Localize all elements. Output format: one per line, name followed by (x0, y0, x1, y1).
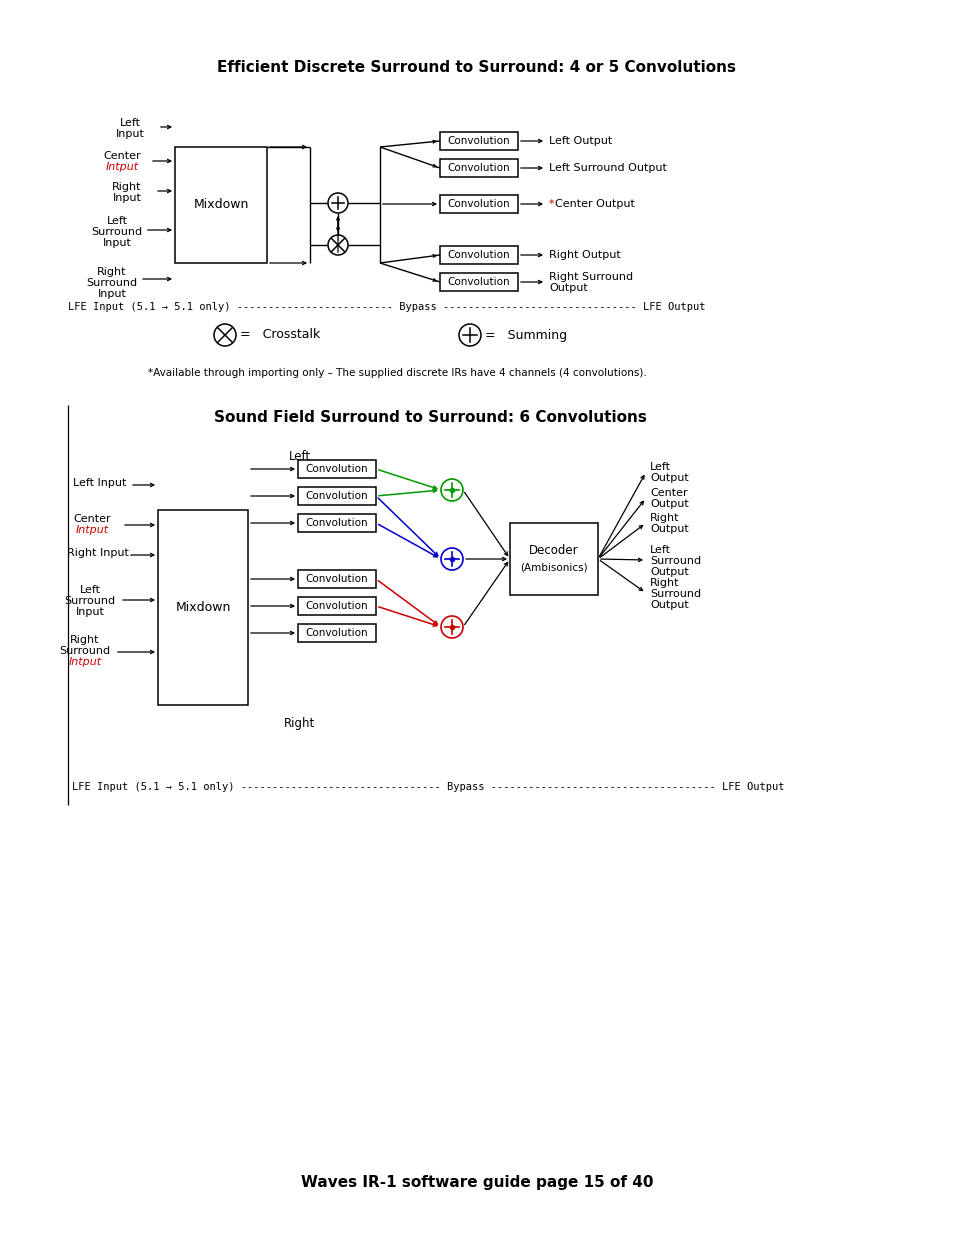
Bar (297, 514, 375, 532)
Text: Convolution: Convolution (305, 517, 368, 529)
Text: Left: Left (107, 216, 128, 226)
Text: Output: Output (649, 600, 688, 610)
Text: Left Output: Left Output (548, 136, 612, 146)
Text: Output: Output (649, 499, 688, 509)
Text: Center Output: Center Output (555, 199, 634, 209)
Text: *: * (548, 199, 554, 209)
Text: Left Surround Output: Left Surround Output (548, 163, 666, 173)
Text: Surround: Surround (649, 589, 700, 599)
Text: Convolution: Convolution (305, 601, 368, 611)
Text: Convolution: Convolution (447, 163, 510, 173)
Text: (Ambisonics): (Ambisonics) (519, 562, 587, 572)
Bar (439, 159, 517, 177)
Text: Surround: Surround (649, 556, 700, 566)
Text: Convolution: Convolution (447, 136, 510, 146)
Text: Output: Output (649, 567, 688, 577)
Bar (439, 132, 517, 149)
Text: Input: Input (112, 193, 141, 203)
Text: Right: Right (112, 182, 142, 191)
Text: Output: Output (649, 524, 688, 534)
Text: Center: Center (649, 488, 687, 498)
Text: LFE Input (5.1 → 5.1 only) -------------------------------- Bypass -------------: LFE Input (5.1 → 5.1 only) -------------… (71, 782, 783, 792)
Text: Right Output: Right Output (548, 249, 620, 261)
Text: Convolution: Convolution (305, 492, 368, 501)
Bar (439, 195, 517, 212)
Text: *Available through importing only – The supplied discrete IRs have 4 channels (4: *Available through importing only – The … (148, 368, 646, 378)
Text: Convolution: Convolution (447, 249, 510, 261)
Text: Efficient Discrete Surround to Surround: 4 or 5 Convolutions: Efficient Discrete Surround to Surround:… (217, 59, 736, 74)
Text: Right: Right (649, 578, 679, 588)
Bar (297, 487, 375, 505)
Bar (297, 571, 375, 588)
Text: Input: Input (75, 606, 104, 618)
Text: Convolution: Convolution (447, 277, 510, 287)
Text: Intput: Intput (106, 162, 138, 172)
Text: =   Summing: = Summing (484, 329, 566, 342)
Bar (439, 273, 517, 291)
Text: Left: Left (649, 545, 670, 555)
Text: LFE Input (5.1 → 5.1 only) ------------------------- Bypass --------------------: LFE Input (5.1 → 5.1 only) -------------… (68, 303, 705, 312)
Bar (297, 597, 375, 615)
Text: Left: Left (79, 585, 100, 595)
Bar (510, 522, 598, 595)
Text: Right: Right (649, 513, 679, 522)
Text: Input: Input (97, 289, 127, 299)
Text: Intput: Intput (75, 525, 109, 535)
Text: Surround: Surround (87, 278, 137, 288)
Text: Surround: Surround (91, 227, 142, 237)
Bar (297, 459, 375, 478)
Text: =   Crosstalk: = Crosstalk (240, 329, 320, 342)
Text: Surround: Surround (65, 597, 115, 606)
Text: Left: Left (289, 451, 311, 463)
Text: Mixdown: Mixdown (193, 199, 249, 211)
Text: Input: Input (115, 128, 144, 140)
Bar (297, 624, 375, 642)
Text: Input: Input (103, 238, 132, 248)
Text: Convolution: Convolution (447, 199, 510, 209)
Text: Waves IR-1 software guide page 15 of 40: Waves IR-1 software guide page 15 of 40 (300, 1176, 653, 1191)
Text: Convolution: Convolution (305, 574, 368, 584)
Text: Right Input: Right Input (67, 548, 129, 558)
Text: Convolution: Convolution (305, 629, 368, 638)
Text: Left: Left (119, 119, 140, 128)
Bar (439, 246, 517, 264)
Text: Right: Right (97, 267, 127, 277)
Text: Mixdown: Mixdown (175, 601, 231, 614)
Text: Center: Center (73, 514, 111, 524)
Text: Center: Center (103, 151, 141, 161)
Bar (158, 510, 248, 705)
Text: Left Input: Left Input (73, 478, 127, 488)
Text: Intput: Intput (69, 657, 101, 667)
Text: Output: Output (649, 473, 688, 483)
Text: Convolution: Convolution (305, 464, 368, 474)
Text: Right Surround: Right Surround (548, 272, 633, 282)
Bar (174, 147, 267, 263)
Text: Decoder: Decoder (529, 545, 578, 557)
Text: Output: Output (548, 283, 587, 293)
Text: Left: Left (649, 462, 670, 472)
Text: Sound Field Surround to Surround: 6 Convolutions: Sound Field Surround to Surround: 6 Conv… (213, 410, 646, 425)
Text: Right: Right (71, 635, 100, 645)
Text: Right: Right (284, 716, 315, 730)
Text: Surround: Surround (59, 646, 111, 656)
